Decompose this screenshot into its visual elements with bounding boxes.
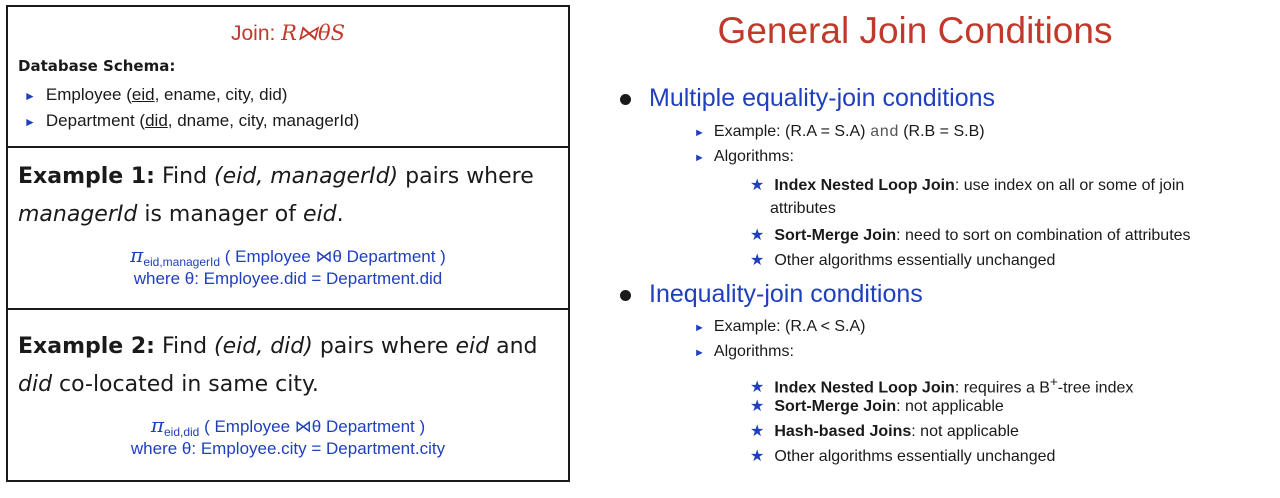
pi-symbol: π: [130, 243, 144, 267]
text: pairs where: [312, 334, 456, 359]
superscript: +: [1049, 374, 1058, 389]
mono-text: and: [869, 123, 899, 141]
item-desc: : requires a B: [954, 379, 1050, 397]
section2-item: ★ Hash-based Joins: not applicable: [750, 421, 1019, 443]
section1-algorithms-label: ► Algorithms:: [694, 148, 794, 166]
item-desc: : not applicable: [896, 398, 1004, 415]
item-desc: : need to sort on combination of attribu…: [896, 227, 1191, 244]
text: Find: [154, 334, 215, 359]
section1-item: ★ Other algorithms essentially unchanged: [750, 250, 1055, 272]
text: .: [336, 202, 344, 227]
text: (R.B = S.B): [898, 123, 985, 140]
right-panel: General Join Conditions Multiple equalit…: [600, 0, 1280, 498]
star-bullet-icon: ★: [750, 227, 765, 244]
text: Algorithms:: [713, 343, 794, 360]
text: Algorithms:: [713, 148, 794, 165]
formula-expr: ( Employee ⋈θ Department ): [220, 247, 446, 266]
star-bullet-icon: ★: [750, 423, 765, 440]
section2-example: ► Example: (R.A < S.A): [694, 318, 866, 336]
star-bullet-icon: ★: [750, 398, 765, 415]
schema-rel: Department (: [45, 111, 146, 130]
example2-where: where θ: Employee.city = Department.city: [130, 439, 446, 458]
item-name: Index Nested Loop Join: [774, 379, 955, 397]
item-name: Sort-Merge Join: [774, 227, 897, 244]
schema-employee: ► Employee (eid, ename, city, did): [24, 85, 287, 105]
example1-text: Example 1: Find (eid, managerId) pairs w…: [18, 158, 562, 234]
schema-heading: Database Schema:: [18, 57, 176, 75]
triangle-bullet-icon: ►: [694, 347, 705, 359]
star-bullet-icon: ★: [750, 379, 765, 397]
section1-item: ★ Index Nested Loop Join: use index on al…: [750, 175, 1184, 197]
section1-item: ★ Sort-Merge Join: need to sort on combin…: [750, 225, 1191, 247]
section2-item: ★ Sort-Merge Join: not applicable: [750, 396, 1004, 418]
pi-subscript: eid,did: [163, 425, 200, 439]
example1-label: Example 1:: [18, 164, 155, 189]
triangle-bullet-icon: ►: [694, 152, 705, 164]
example1-where: where θ: Employee.did = Department.did: [133, 269, 443, 288]
slide-title: General Join Conditions: [717, 10, 1113, 51]
example2-label: Example 2:: [18, 334, 155, 359]
pi-symbol: π: [150, 413, 164, 437]
heading-text: Multiple equality-join conditions: [649, 84, 996, 112]
bullet-dot-icon: [620, 289, 631, 301]
triangle-bullet-icon: ►: [24, 115, 36, 129]
text: is manager of: [137, 202, 303, 227]
example2-box: Example 2: Find (eid, did) pairs where e…: [6, 308, 570, 482]
section1-item-cont: attributes: [770, 200, 836, 217]
join-title-expr: R⋈θS: [281, 21, 346, 45]
bullet-dot-icon: [620, 93, 631, 105]
section1-example: ► Example: (R.A = S.A) and (R.B = S.B): [694, 123, 985, 141]
triangle-bullet-icon: ►: [694, 322, 705, 334]
text: Example: (R.A < S.A): [713, 318, 866, 335]
example1-formula: πeid,managerId ( Employee ⋈θ Department …: [8, 244, 568, 273]
item-name: Hash-based Joins: [774, 423, 912, 440]
section2-algorithms-label: ► Algorithms:: [694, 343, 794, 361]
attr: managerId: [18, 202, 138, 227]
section1-heading: Multiple equality-join conditions: [620, 84, 995, 113]
item-desc: Other algorithms essentially unchanged: [774, 252, 1056, 269]
item-desc: -tree index: [1057, 379, 1134, 397]
schema-key: eid: [131, 85, 155, 104]
item-name: Index Nested Loop Join: [774, 177, 955, 194]
pair: (eid, managerId): [214, 164, 399, 189]
example2-formula: πeid,did ( Employee ⋈θ Department ): [8, 414, 568, 443]
text: co-located in same city.: [52, 372, 319, 397]
star-bullet-icon: ★: [750, 448, 765, 465]
example1-box: Example 1: Find (eid, managerId) pairs w…: [6, 146, 570, 310]
item-desc: : use index on all or some of join: [954, 177, 1185, 194]
text: and: [489, 334, 538, 359]
schema-department: ► Department (did, dname, city, managerId…: [24, 111, 359, 131]
section2-item: ★ Other algorithms essentially unchanged: [750, 446, 1055, 468]
text: Find: [154, 164, 215, 189]
left-panel: Join: R⋈θS Database Schema: ► Employee (e…: [6, 5, 572, 490]
schema-rest: , ename, city, did): [154, 85, 288, 104]
schema-rel: Employee (: [45, 85, 132, 104]
section2-heading: Inequality-join conditions: [620, 280, 923, 309]
star-bullet-icon: ★: [750, 252, 765, 269]
text: pairs where: [398, 164, 534, 189]
schema-rest: , dname, city, managerId): [167, 111, 360, 130]
join-title-prefix: Join:: [230, 22, 282, 45]
schema-box: Join: R⋈θS Database Schema: ► Employee (e…: [6, 5, 570, 148]
example2-text: Example 2: Find (eid, did) pairs where e…: [18, 328, 562, 404]
formula-expr: ( Employee ⋈θ Department ): [199, 417, 426, 436]
heading-text: Inequality-join conditions: [649, 280, 923, 308]
pi-subscript: eid,managerId: [143, 255, 221, 269]
triangle-bullet-icon: ►: [694, 127, 705, 139]
attr: did: [18, 372, 53, 397]
schema-key: did: [145, 111, 168, 130]
item-name: Sort-Merge Join: [774, 398, 897, 415]
star-bullet-icon: ★: [750, 177, 765, 194]
text: Example: (R.A = S.A): [713, 123, 870, 140]
item-desc: Other algorithms essentially unchanged: [774, 448, 1056, 465]
attr: eid: [455, 334, 490, 359]
pair: (eid, did): [214, 334, 313, 359]
join-title: Join: R⋈θS: [8, 21, 568, 46]
triangle-bullet-icon: ►: [24, 89, 36, 103]
item-desc: : not applicable: [911, 423, 1019, 440]
attr: eid: [302, 202, 337, 227]
section2-item: ★ Index Nested Loop Join: requires a B+-t…: [750, 371, 1133, 399]
